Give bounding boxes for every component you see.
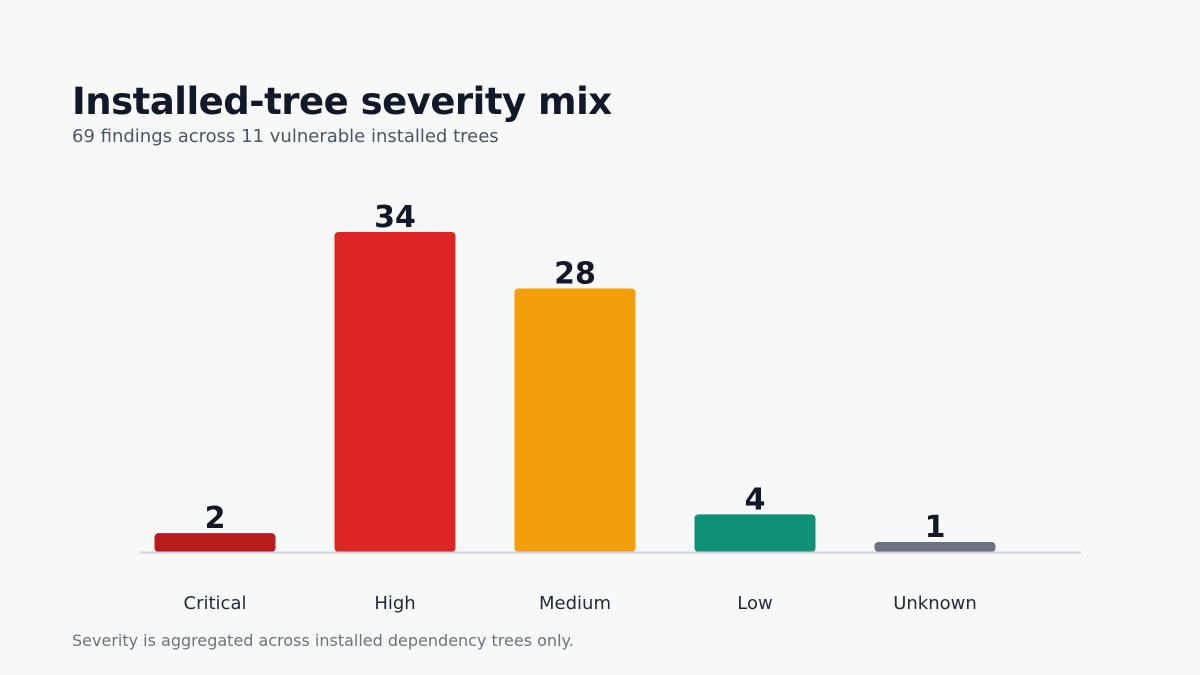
chart-title: Installed-tree severity mix	[72, 80, 612, 123]
bar-low	[694, 514, 816, 552]
bar-unknown	[874, 542, 996, 552]
value-label-high: 34	[374, 200, 416, 235]
category-label-high: High	[374, 593, 415, 614]
value-label-medium: 28	[554, 256, 596, 291]
category-label-unknown: Unknown	[893, 593, 977, 614]
value-label-unknown: 1	[925, 510, 946, 545]
category-label-medium: Medium	[539, 593, 611, 614]
bars-group	[154, 232, 996, 552]
bar-critical	[154, 533, 276, 552]
bar-high	[334, 232, 456, 552]
bar-medium	[514, 288, 636, 552]
category-label-critical: Critical	[184, 593, 247, 614]
value-labels-group: 2 34 28 4 1	[205, 200, 946, 545]
category-label-low: Low	[737, 593, 772, 614]
value-label-low: 4	[745, 482, 766, 517]
chart-subtitle: 69 findings across 11 vulnerable install…	[72, 126, 499, 147]
chart-footnote: Severity is aggregated across installed …	[72, 631, 574, 650]
value-label-critical: 2	[205, 501, 226, 536]
category-labels-group: Critical High Medium Low Unknown	[184, 593, 977, 614]
